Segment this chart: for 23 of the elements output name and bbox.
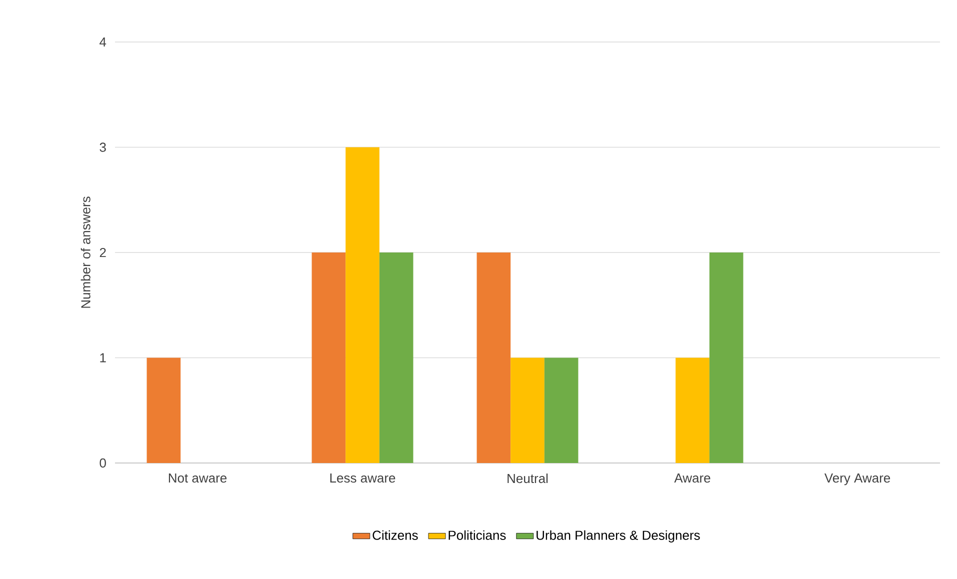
x-tick-label: Not aware	[168, 474, 227, 483]
bar	[476, 252, 511, 463]
x-tick-label: Very Aware	[824, 474, 890, 486]
bar	[510, 358, 544, 463]
legend-label: Urban Planners & Designers	[536, 530, 700, 542]
legend-label: Citizens	[372, 530, 418, 540]
bar	[146, 358, 181, 463]
bar	[676, 358, 710, 463]
legend-label: Politicians	[448, 530, 506, 540]
x-tick-label: Less aware	[330, 474, 396, 483]
y-axis-title: Number of answers	[80, 196, 90, 308]
bar	[379, 252, 414, 463]
y-tick-label: 3	[100, 142, 106, 152]
y-tick-label: 0	[100, 458, 106, 468]
y-tick-label: 1	[100, 353, 106, 362]
y-tick-label: 4	[100, 38, 106, 46]
x-tick-label: Neutral	[508, 474, 548, 484]
bar	[544, 358, 578, 463]
bar	[346, 147, 380, 463]
y-tick-label: 2	[100, 248, 106, 258]
bar	[312, 252, 346, 463]
bar	[709, 252, 744, 463]
x-tick-label: Aware	[674, 474, 710, 483]
